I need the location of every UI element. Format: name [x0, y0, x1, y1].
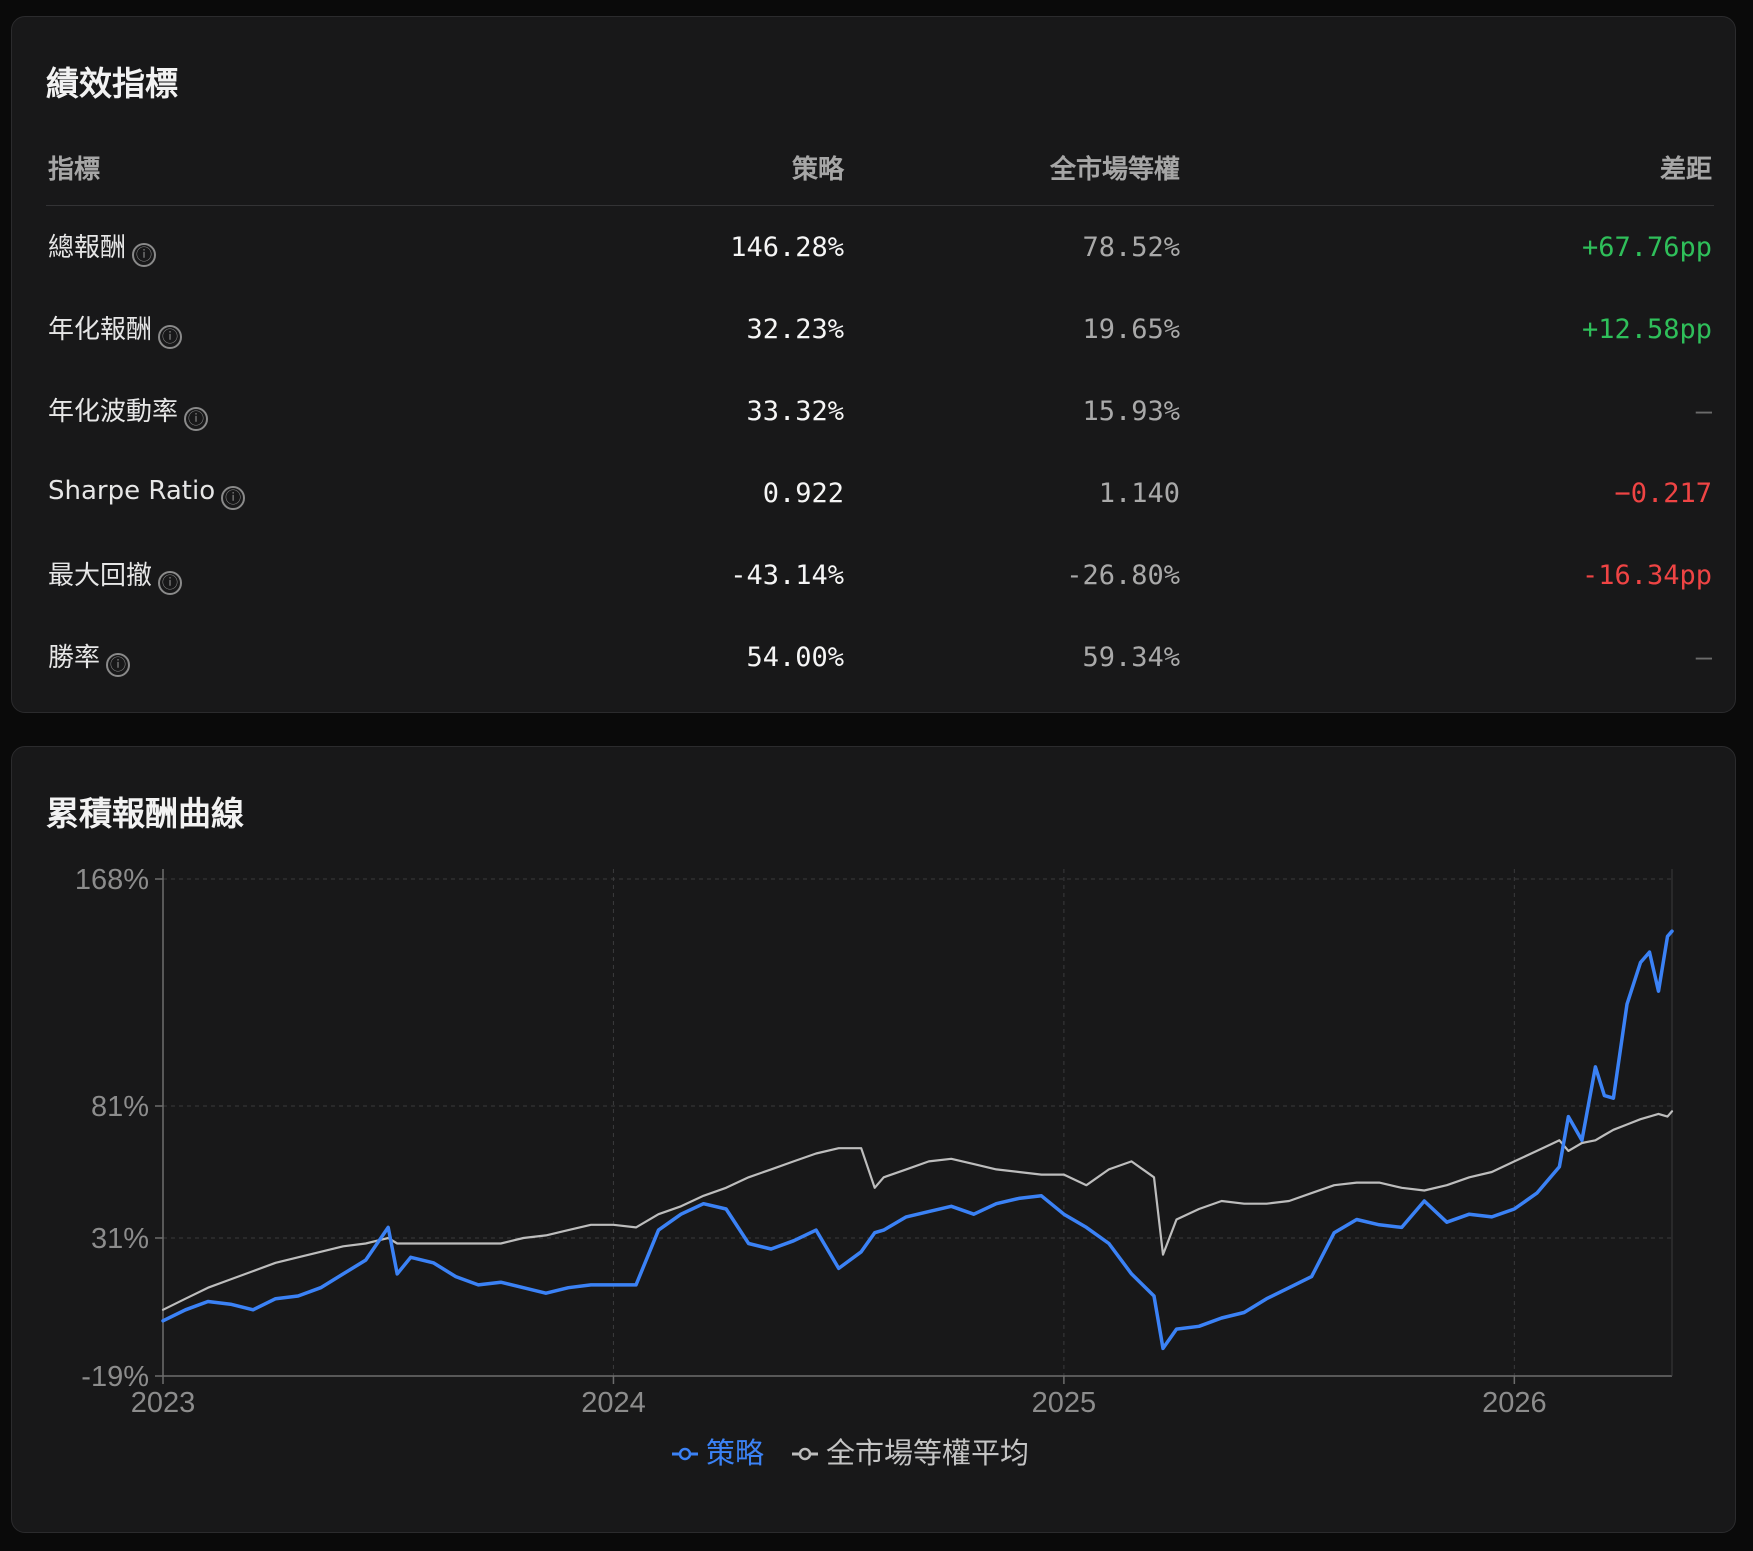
header-diff: 差距 — [1182, 129, 1714, 206]
metrics-card: 績效指標 指標 策略 全市場等權 差距 總報酬 ⓘ 146.28% 78.52% +67… — [11, 16, 1736, 713]
metrics-table: 指標 策略 全市場等權 差距 總報酬 ⓘ 146.28% 78.52% +67.76pp… — [46, 129, 1714, 698]
header-strategy: 策略 — [406, 129, 846, 206]
x-tick-label: 2025 — [1032, 1387, 1097, 1419]
diff-value: +67.76pp — [1581, 231, 1712, 263]
metric-name: 年化波動率 — [48, 397, 179, 427]
strategy-series-line — [161, 929, 1674, 1351]
strategy-value: 32.23% — [746, 313, 844, 345]
info-icon[interactable]: ⓘ — [184, 407, 209, 431]
metrics-header-row: 指標 策略 全市場等權 差距 — [46, 129, 1714, 206]
diff-value: — — [1695, 395, 1712, 427]
metric-row: 總報酬 ⓘ 146.28% 78.52% +67.76pp — [46, 206, 1714, 289]
metric-name-cell: 最大回撤 ⓘ — [46, 534, 406, 616]
diff-value: +12.58pp — [1581, 313, 1712, 345]
metric-row: 年化波動率 ⓘ 33.32% 15.93% — — [46, 370, 1714, 452]
market-value: 78.52% — [1082, 231, 1180, 263]
metric-row: 最大回撤 ⓘ -43.14% -26.80% -16.34pp — [46, 534, 1714, 616]
x-tick-label: 2026 — [1482, 1387, 1547, 1419]
diff-value: — — [1695, 641, 1712, 673]
metric-name: 勝率 — [48, 643, 101, 673]
strategy-value: 146.28% — [730, 231, 844, 263]
market-series-line — [161, 1110, 1674, 1311]
market-value: 15.93% — [1082, 395, 1180, 427]
market-value: 1.140 — [1098, 477, 1180, 509]
market-value: 19.65% — [1082, 313, 1180, 345]
y-tick-label: 81% — [91, 1091, 149, 1123]
header-metric: 指標 — [46, 129, 406, 206]
y-tick-label: 31% — [91, 1223, 149, 1255]
metric-name: Sharpe Ratio — [48, 476, 216, 506]
metric-name-cell: 總報酬 ⓘ — [46, 206, 406, 289]
info-icon[interactable]: ⓘ — [106, 653, 131, 677]
legend-market-marker-icon — [798, 1447, 812, 1461]
metric-name-cell: Sharpe Ratio ⓘ — [46, 452, 406, 534]
chart-title: 累積報酬曲線 — [46, 794, 244, 833]
metric-name: 年化報酬 — [48, 315, 153, 345]
market-value: 59.34% — [1082, 641, 1180, 673]
strategy-value: -43.14% — [730, 559, 844, 591]
y-tick-label: -19% — [81, 1361, 149, 1393]
y-tick-label: 168% — [75, 864, 149, 896]
metric-row: 年化報酬 ⓘ 32.23% 19.65% +12.58pp — [46, 288, 1714, 370]
market-value: -26.80% — [1066, 559, 1180, 591]
strategy-value: 54.00% — [746, 641, 844, 673]
info-icon[interactable]: ⓘ — [158, 571, 183, 595]
legend-strategy-marker-icon — [678, 1447, 692, 1461]
metric-name: 總報酬 — [48, 233, 127, 263]
metric-name-cell: 年化波動率 ⓘ — [46, 370, 406, 452]
metrics-title: 績效指標 — [46, 64, 178, 103]
strategy-value: 0.922 — [762, 477, 844, 509]
metric-name-cell: 勝率 ⓘ — [46, 616, 406, 698]
strategy-value: 33.32% — [746, 395, 844, 427]
legend-strategy-label: 策略 — [706, 1436, 764, 1470]
x-tick-label: 2024 — [581, 1387, 646, 1419]
info-icon[interactable]: ⓘ — [132, 243, 157, 267]
metric-name-cell: 年化報酬 ⓘ — [46, 288, 406, 370]
diff-value: -16.34pp — [1581, 559, 1712, 591]
info-icon[interactable]: ⓘ — [221, 486, 246, 510]
metric-name: 最大回撤 — [48, 561, 153, 591]
chart-card: 累積報酬曲線 168% 81% 31% -19% 2023 2024 2025 2026 策略 全… — [11, 746, 1736, 1533]
header-market: 全市場等權 — [846, 129, 1182, 206]
cumulative-return-chart: 168% 81% 31% -19%2023 2024 2025 2026 策略 全市場等權平均 — [75, 864, 1674, 1470]
legend-market-label: 全市場等權平均 — [826, 1436, 1029, 1470]
metric-row: 勝率 ⓘ 54.00% 59.34% — — [46, 616, 1714, 698]
metric-row: Sharpe Ratio ⓘ 0.922 1.140 −0.217 — [46, 452, 1714, 534]
diff-value: −0.217 — [1614, 477, 1712, 509]
info-icon[interactable]: ⓘ — [158, 325, 183, 349]
x-tick-label: 2023 — [131, 1387, 196, 1419]
